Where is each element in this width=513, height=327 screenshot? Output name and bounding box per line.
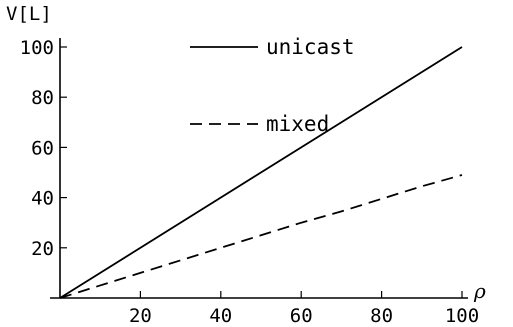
y-tick-label: 100 bbox=[20, 37, 54, 59]
legend-label-unicast: unicast bbox=[266, 35, 355, 59]
axes bbox=[50, 38, 468, 299]
x-tick-label: 80 bbox=[370, 305, 393, 327]
y-axis-label: V[L] bbox=[6, 3, 52, 25]
series-line-mixed bbox=[59, 174, 463, 299]
y-tick-label: 20 bbox=[31, 238, 54, 260]
x-axis-label: ρ bbox=[473, 279, 486, 303]
x-tick-label: 40 bbox=[209, 305, 232, 327]
y-tick-label: 60 bbox=[31, 137, 54, 159]
x-tick-label: 60 bbox=[290, 305, 313, 327]
x-tick-label: 100 bbox=[445, 305, 479, 327]
ticks: 20 40 60 80 100 20 40 60 80 100 bbox=[20, 37, 479, 327]
series bbox=[59, 46, 463, 299]
series-line-unicast bbox=[59, 46, 463, 299]
legend: unicast mixed bbox=[190, 35, 355, 136]
y-tick-label: 80 bbox=[31, 87, 54, 109]
legend-label-mixed: mixed bbox=[266, 112, 329, 136]
y-tick-label: 40 bbox=[31, 188, 54, 210]
x-tick-label: 20 bbox=[129, 305, 152, 327]
